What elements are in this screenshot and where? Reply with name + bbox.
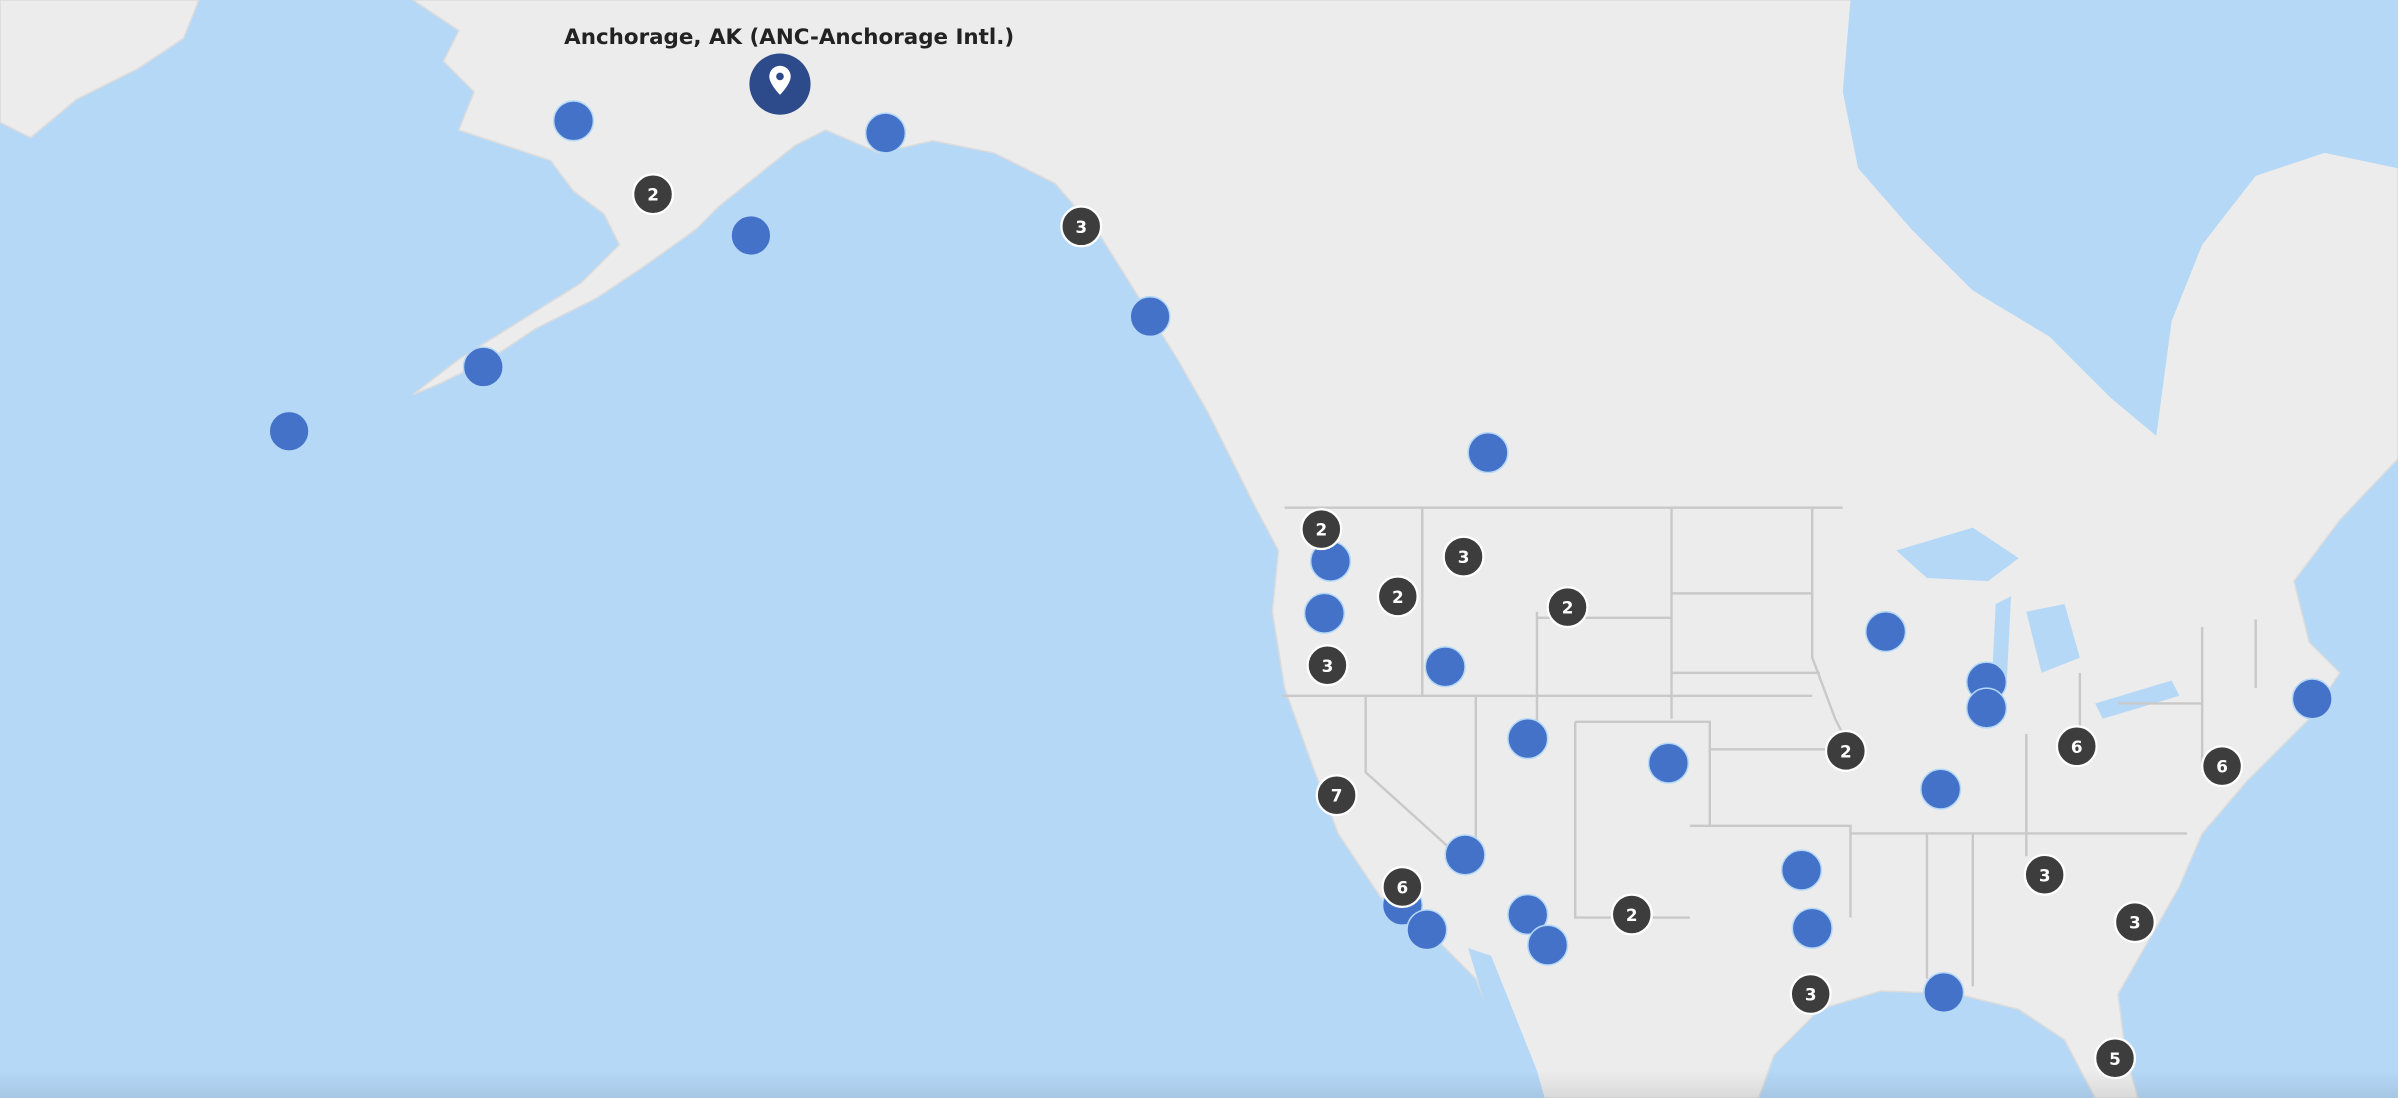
cluster[interactable]: 3	[1306, 644, 1349, 687]
cluster-circle[interactable]	[1789, 972, 1832, 1016]
cluster-count: 6	[2216, 757, 2228, 777]
cluster-circle[interactable]	[2201, 745, 2244, 788]
cluster-circle[interactable]	[1300, 508, 1343, 551]
cluster-count: 2	[1562, 598, 1574, 618]
cluster-circle[interactable]	[1315, 774, 1358, 817]
cluster[interactable]: 2	[1376, 575, 1419, 618]
airport-marker[interactable]	[730, 214, 772, 257]
cluster-count: 3	[1458, 547, 1470, 567]
cluster-count: 3	[1322, 656, 1334, 676]
airport-marker[interactable]	[1923, 971, 1965, 1014]
airport-marker[interactable]	[1507, 893, 1549, 936]
airport-marker[interactable]	[1527, 924, 1569, 966]
cluster-count: 2	[1315, 520, 1327, 540]
airport-marker[interactable]	[268, 410, 310, 452]
cluster-count: 3	[1805, 985, 1817, 1005]
cluster-count: 3	[2129, 913, 2141, 933]
cluster[interactable]: 5	[2093, 1037, 2137, 1080]
cluster-circle[interactable]	[2055, 725, 2098, 768]
lake	[1896, 527, 2180, 719]
airport-marker[interactable]	[1406, 909, 1448, 951]
cluster[interactable]: 2	[632, 173, 675, 216]
cluster[interactable]: 3	[1789, 972, 1832, 1016]
cluster[interactable]: 3	[2023, 853, 2066, 896]
airport-marker[interactable]	[1444, 834, 1486, 876]
cluster-count: 2	[1626, 905, 1638, 925]
cluster[interactable]: 2	[1824, 729, 1867, 772]
selected-pin[interactable]	[749, 53, 811, 115]
airport-marker[interactable]	[552, 100, 595, 142]
bay	[1842, 0, 2398, 436]
airport-marker[interactable]	[1424, 646, 1466, 688]
cluster[interactable]: 6	[2201, 745, 2244, 788]
cluster[interactable]: 2	[1610, 893, 1653, 936]
airport-marker[interactable]	[1647, 742, 1690, 784]
cluster-circle[interactable]	[2113, 901, 2156, 944]
land	[0, 0, 200, 139]
cluster[interactable]: 6	[2055, 725, 2098, 768]
cluster-circle[interactable]	[1442, 535, 1485, 578]
cluster-circle[interactable]	[1381, 865, 1424, 908]
cluster-count: 3	[1075, 217, 1087, 237]
cluster-circle[interactable]	[1824, 729, 1867, 772]
cluster-count: 3	[2039, 865, 2051, 885]
cluster-circle[interactable]	[1610, 893, 1653, 936]
cluster-circle[interactable]	[1306, 644, 1349, 687]
cluster-count: 6	[1397, 877, 1409, 897]
cluster-circle[interactable]	[632, 173, 675, 216]
airport-marker[interactable]	[1791, 907, 1833, 949]
cluster-count: 6	[2071, 737, 2083, 757]
cluster[interactable]: 3	[1060, 205, 1103, 248]
clusters: 2 3 2 3 2 2 3 2 6 6 7 6 2 3 3 3 5	[632, 173, 2244, 1080]
cluster-count: 2	[1840, 741, 1852, 761]
airport-marker[interactable]	[1965, 687, 2008, 729]
cluster-count: 5	[2109, 1049, 2121, 1069]
cluster[interactable]: 2	[1546, 586, 1589, 629]
cluster-circle[interactable]	[1546, 586, 1589, 629]
cluster-count: 2	[647, 185, 659, 205]
gulf-of-california	[1468, 948, 1545, 1098]
airport-marker[interactable]	[864, 112, 907, 154]
airport-marker[interactable]	[462, 346, 504, 388]
bottom-shade	[0, 1070, 2398, 1098]
airport-marker[interactable]	[1920, 768, 1962, 810]
markers	[268, 100, 2333, 1014]
cluster[interactable]: 2	[1300, 508, 1343, 551]
cluster-circle[interactable]	[2023, 853, 2066, 896]
airport-marker[interactable]	[1303, 592, 1346, 634]
airport-marker[interactable]	[1780, 849, 1823, 891]
cluster[interactable]: 6	[1381, 865, 1424, 908]
airport-marker[interactable]	[2291, 678, 2333, 720]
cluster[interactable]: 7	[1315, 774, 1358, 817]
cluster-count: 7	[1331, 786, 1343, 806]
land	[411, 0, 2398, 1098]
airport-marker[interactable]	[1129, 295, 1171, 338]
state-borders	[1281, 506, 2257, 987]
pin-dot	[776, 72, 784, 81]
cluster[interactable]: 3	[1442, 535, 1485, 578]
airport-marker[interactable]	[1864, 610, 1907, 653]
cluster[interactable]: 3	[2113, 901, 2156, 944]
airport-marker[interactable]	[1467, 432, 1509, 474]
cluster-circle[interactable]	[1060, 205, 1103, 248]
cluster-circle[interactable]	[1376, 575, 1419, 618]
airport-marker[interactable]	[1507, 717, 1549, 760]
airport-label: Anchorage, AK (ANC-Anchorage Intl.)	[564, 25, 1014, 50]
cluster-count: 2	[1392, 587, 1404, 607]
